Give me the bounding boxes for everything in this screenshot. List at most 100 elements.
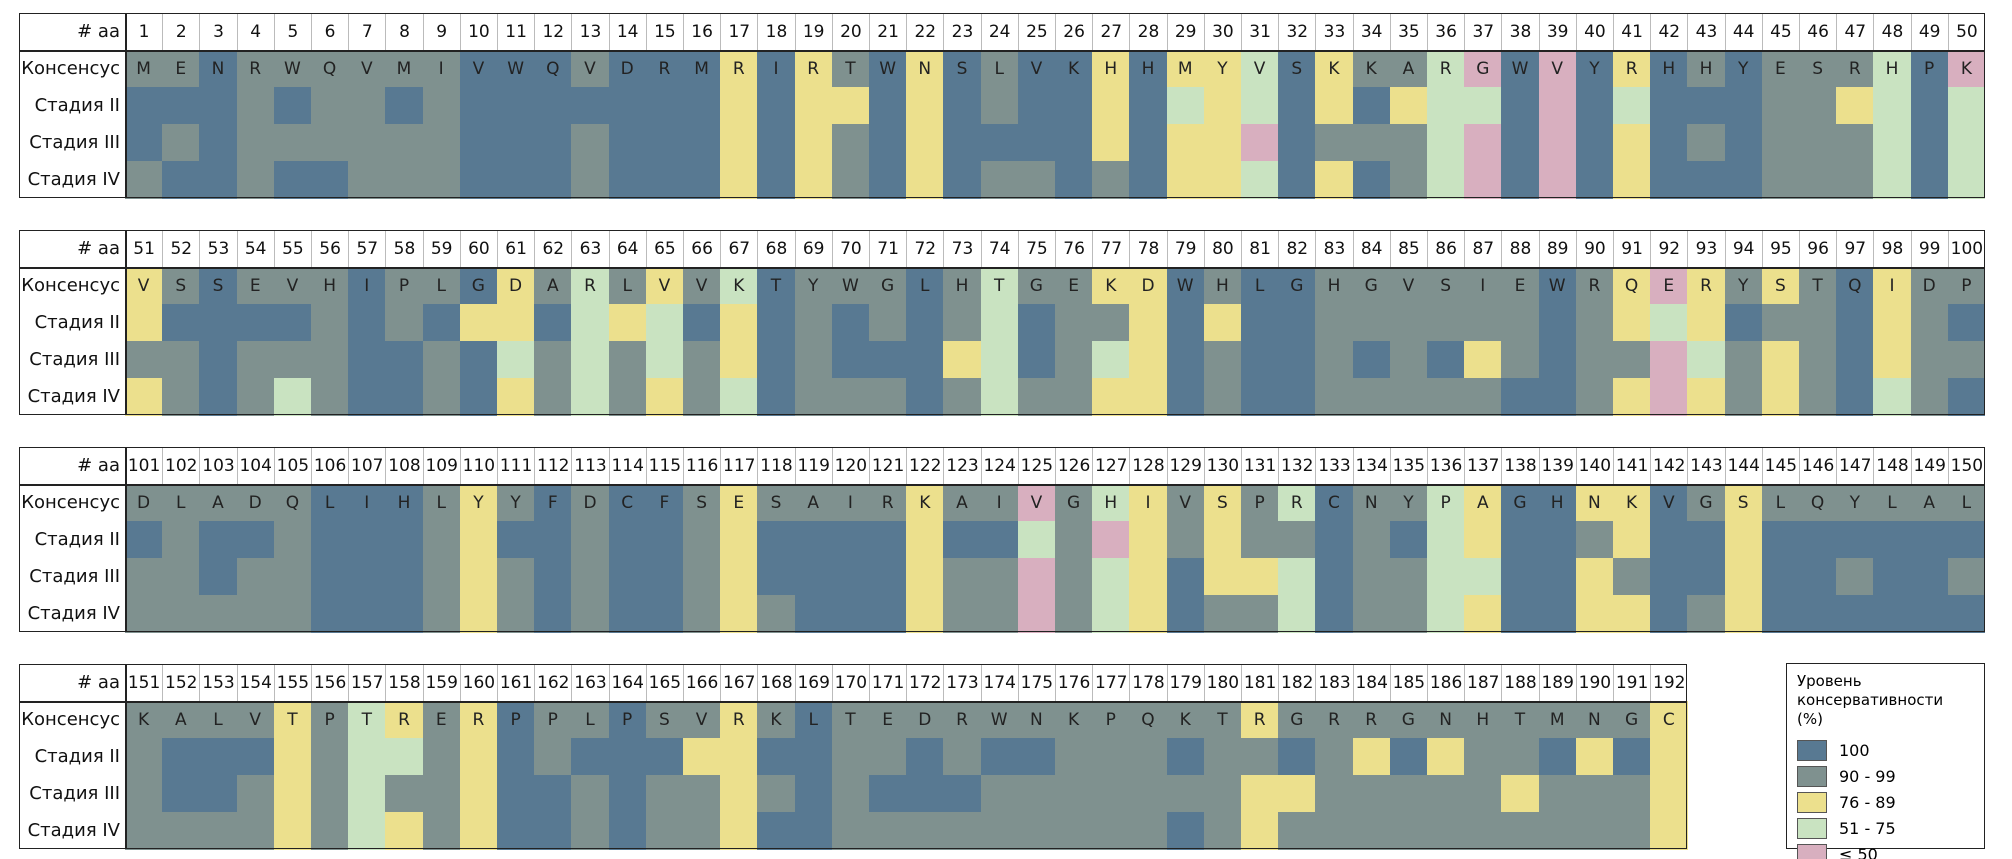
- cell: [311, 558, 349, 596]
- cell: [1575, 701, 1614, 739]
- position-number: 6: [311, 13, 348, 50]
- residue: N: [211, 58, 225, 79]
- cell: [162, 521, 200, 559]
- cell: [273, 484, 312, 522]
- cell: [1315, 484, 1354, 522]
- position-number: 74: [980, 230, 1018, 267]
- residue: S: [956, 58, 968, 79]
- cell: [497, 701, 535, 739]
- position-number: 146: [1799, 447, 1836, 484]
- cell: [1724, 521, 1763, 559]
- residue: V: [360, 58, 373, 79]
- cell: [1017, 341, 1056, 379]
- residue: Y: [1403, 492, 1414, 513]
- cell: [459, 775, 498, 813]
- cell: [497, 595, 535, 633]
- cell: [1092, 738, 1130, 776]
- position-number: 52: [162, 230, 199, 267]
- cell: [831, 701, 870, 739]
- cell: [1241, 124, 1279, 162]
- cell: [757, 738, 796, 776]
- cell: [794, 558, 833, 596]
- residue: A: [212, 492, 224, 513]
- cell: [1575, 341, 1614, 379]
- cell: [311, 378, 349, 416]
- cell: [459, 50, 498, 88]
- residue: S: [770, 492, 782, 513]
- residue: S: [1440, 275, 1451, 296]
- cell: [125, 484, 163, 522]
- cell: [608, 812, 647, 850]
- cell: [1315, 521, 1354, 559]
- residue: R: [732, 58, 745, 79]
- cell: [1650, 558, 1688, 596]
- position-number: 76: [1055, 230, 1092, 267]
- cell: [348, 378, 386, 416]
- residue: L: [1887, 492, 1897, 513]
- residue: Q: [285, 492, 300, 513]
- cell: [1464, 775, 1502, 813]
- position-number: 11: [497, 13, 534, 50]
- cell: [273, 87, 312, 125]
- position-number: 162: [534, 664, 571, 701]
- cell: [1724, 50, 1763, 88]
- cell: [1203, 267, 1242, 305]
- position-number: 104: [236, 447, 274, 484]
- cell: [869, 87, 907, 125]
- cell: [1352, 812, 1391, 850]
- cell: [571, 304, 610, 342]
- cell: [1166, 267, 1205, 305]
- position-number: 77: [1092, 230, 1129, 267]
- position-number: 31: [1241, 13, 1278, 50]
- cell: [1017, 775, 1056, 813]
- cell: [1575, 484, 1614, 522]
- cell: [1947, 595, 1986, 633]
- cell: [869, 595, 907, 633]
- residue: D: [137, 492, 151, 513]
- residue: R: [1588, 275, 1601, 296]
- position-number: 113: [571, 447, 608, 484]
- cell: [1836, 267, 1874, 305]
- cell: [125, 87, 163, 125]
- cell: [1427, 558, 1465, 596]
- position-number: 16: [683, 13, 720, 50]
- cell: [1687, 50, 1726, 88]
- cell: [311, 521, 349, 559]
- cell: [1575, 87, 1614, 125]
- position-number: 48: [1873, 13, 1910, 50]
- cell: [1278, 378, 1316, 416]
- block-frame: [19, 230, 1985, 415]
- residue: K: [1365, 58, 1377, 79]
- cell: [1799, 50, 1837, 88]
- cell: [794, 87, 833, 125]
- cell: [1389, 521, 1428, 559]
- cell: [1575, 267, 1614, 305]
- cell: [1092, 50, 1130, 88]
- cell: [980, 341, 1019, 379]
- cell: [1873, 521, 1912, 559]
- cell: [1352, 484, 1391, 522]
- residue: M: [396, 58, 412, 79]
- label-separator: [125, 230, 127, 415]
- cell: [534, 304, 572, 342]
- position-number: 19: [794, 13, 832, 50]
- cell: [199, 595, 238, 633]
- cell: [1613, 595, 1651, 633]
- cell: [1910, 124, 1949, 162]
- position-number: 55: [273, 230, 311, 267]
- cell: [459, 267, 498, 305]
- cell: [1501, 124, 1540, 162]
- cell: [422, 50, 461, 88]
- row-label: Стадия III: [29, 566, 120, 587]
- residue: V: [472, 58, 485, 79]
- cell: [1427, 701, 1465, 739]
- residue: K: [770, 709, 782, 730]
- cell: [1017, 378, 1056, 416]
- legend-swatch: [1797, 817, 1827, 839]
- cell: [385, 775, 424, 813]
- residue: Y: [1737, 58, 1749, 79]
- cell: [1761, 595, 1800, 633]
- position-number: 65: [645, 230, 683, 267]
- position-number: 144: [1724, 447, 1762, 484]
